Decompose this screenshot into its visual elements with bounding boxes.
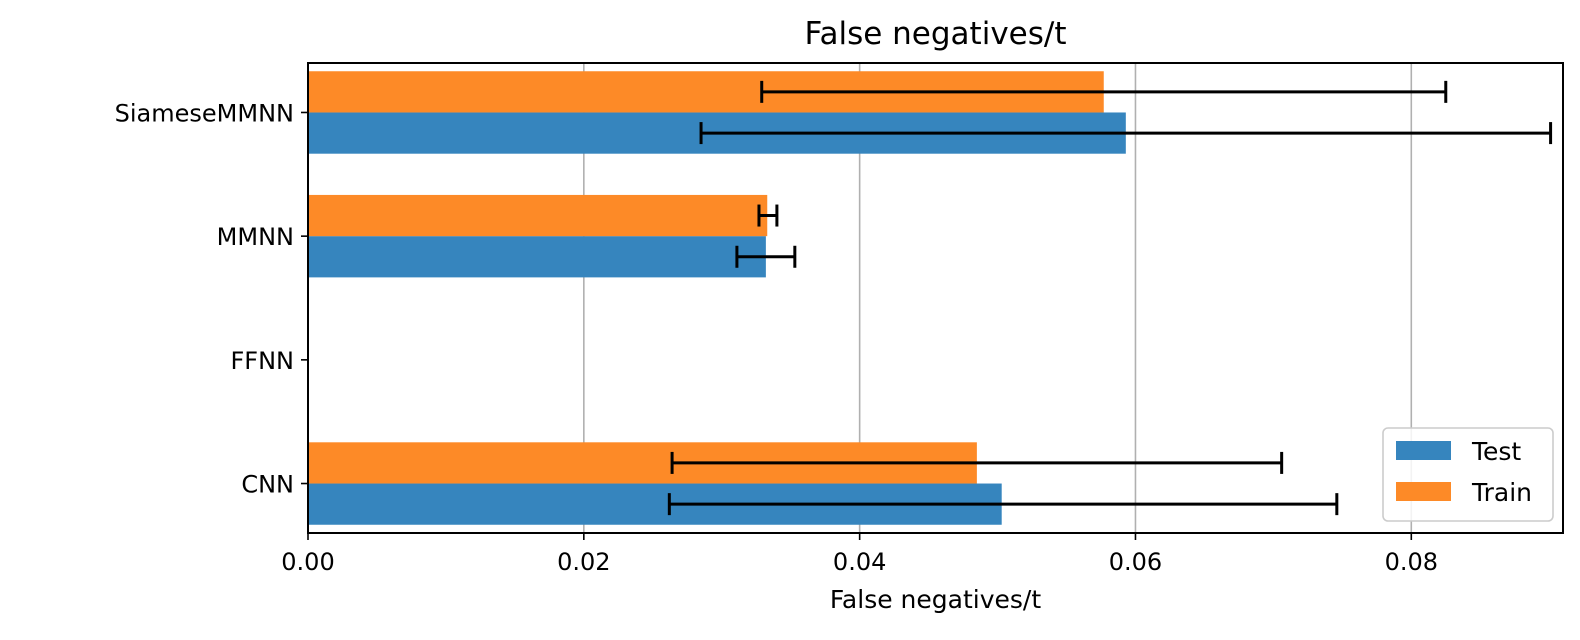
x-tick-label: 0.04 [833, 548, 886, 576]
y-tick-label: SiameseMMNN [115, 99, 294, 127]
x-tick-label: 0.02 [557, 548, 610, 576]
legend-label: Test [1471, 437, 1521, 466]
legend: Test Train [1382, 427, 1554, 522]
error-bars [667, 80, 1553, 516]
legend-swatch-test [1396, 441, 1451, 460]
legend-swatch-train [1396, 482, 1451, 501]
x-tick-label: 0.06 [1109, 548, 1162, 576]
x-axis-title: False negatives/t [830, 585, 1041, 614]
axis-ticks: 0.00 0.02 0.04 0.06 0.08 CNN FFNN MMNN SiameseMM… [115, 99, 1438, 576]
x-tick-label: 0.08 [1385, 548, 1438, 576]
y-tick-label: MMNN [217, 223, 294, 251]
plot-frame [307, 62, 1564, 534]
x-tick-label: 0.00 [281, 548, 334, 576]
y-tick-label: CNN [241, 471, 294, 499]
y-tick-label: FFNN [230, 347, 294, 375]
bar-train [308, 194, 768, 237]
bars [308, 71, 1126, 525]
bar-test [308, 236, 766, 278]
chart-title: False negatives/t [804, 16, 1066, 52]
legend-label: Train [1471, 478, 1532, 507]
